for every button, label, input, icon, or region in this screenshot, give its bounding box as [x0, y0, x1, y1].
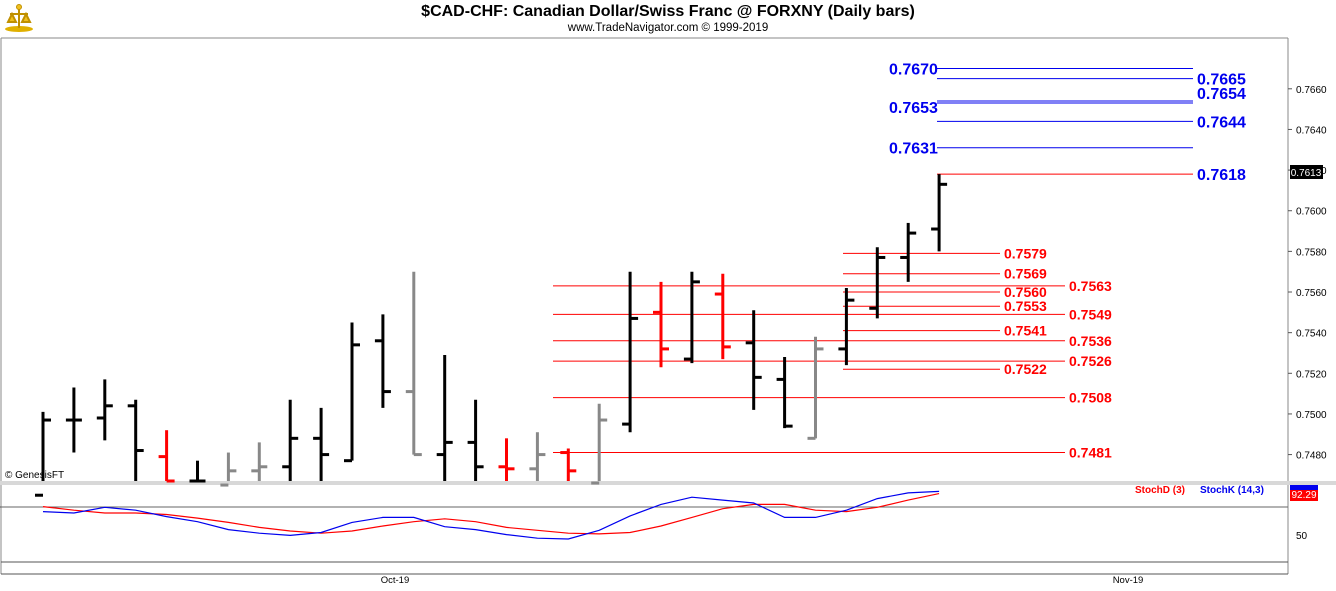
- y-tick-label: 0.7540: [1296, 329, 1327, 340]
- stoch-last-value: 92.29: [1291, 490, 1316, 501]
- time-axis: Oct-19 Nov-19: [381, 575, 1144, 586]
- y-tick-label: 0.7580: [1296, 247, 1327, 258]
- level-label: 0.7508: [1069, 390, 1112, 406]
- price-bars: [35, 174, 948, 497]
- level-label: 0.7665: [1197, 72, 1246, 89]
- y-tick-label: 0.7500: [1296, 410, 1327, 421]
- watermark: © GenesisFT: [5, 470, 64, 481]
- stoch-series-line: [42, 493, 940, 535]
- price-axis: 0.7480 0.7500 0.7520 0.7540 0.7560 0.7580 0.76…: [1288, 85, 1327, 462]
- last-price-label: 0.7613: [1291, 168, 1322, 179]
- y-tick-label: 0.7480: [1296, 451, 1327, 462]
- stochd-legend: StochD (3): [1135, 485, 1185, 496]
- level-label: 0.7569: [1004, 266, 1047, 282]
- x-tick-oct: Oct-19: [381, 575, 410, 586]
- chart-header: $CAD-CHF: Canadian Dollar/Swiss Franc @ …: [0, 0, 1336, 38]
- level-label: 0.7618: [1197, 167, 1246, 184]
- level-label: 0.7549: [1069, 306, 1112, 322]
- level-label: 0.7560: [1004, 284, 1047, 300]
- level-label: 0.7644: [1197, 114, 1246, 131]
- chart-title: $CAD-CHF: Canadian Dollar/Swiss Franc @ …: [421, 3, 915, 20]
- level-label: 0.7526: [1069, 353, 1112, 369]
- stoch-tick-50: 50: [1296, 531, 1308, 542]
- stochk-legend: StochK (14,3): [1200, 485, 1264, 496]
- level-label: 0.7536: [1069, 333, 1112, 349]
- level-label: 0.7563: [1069, 278, 1112, 294]
- last-price-marker: 0.7613: [1290, 165, 1323, 179]
- trade-navigator-logo-icon: [5, 4, 33, 32]
- y-tick-label: 0.7560: [1296, 288, 1327, 299]
- level-label: 0.7670: [889, 61, 938, 78]
- stochastic-panel: StochD (3) StochK (14,3) 92.29 50: [1, 485, 1318, 542]
- stochastic-lines: [42, 490, 940, 540]
- level-label: 0.7553: [1004, 298, 1047, 314]
- level-label: 0.7522: [1004, 361, 1047, 377]
- level-label: 0.7579: [1004, 245, 1047, 261]
- x-tick-nov: Nov-19: [1113, 575, 1144, 586]
- level-label: 0.7631: [889, 141, 938, 158]
- y-tick-label: 0.7640: [1296, 125, 1327, 136]
- y-tick-label: 0.7520: [1296, 369, 1327, 380]
- level-label: 0.7541: [1004, 323, 1047, 339]
- y-tick-label: 0.7660: [1296, 85, 1327, 96]
- y-tick-label: 0.7600: [1296, 207, 1327, 218]
- stoch-series-line: [42, 490, 940, 540]
- level-label: 0.7654: [1197, 86, 1246, 103]
- level-label: 0.7653: [889, 100, 938, 117]
- level-label: 0.7481: [1069, 445, 1112, 461]
- chart-subtitle: www.TradeNavigator.com © 1999-2019: [567, 22, 769, 34]
